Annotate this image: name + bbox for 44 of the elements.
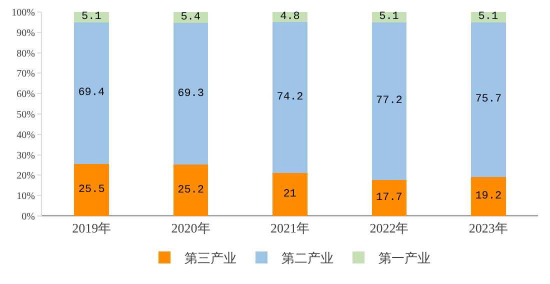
x-tick-label: 2019年	[72, 220, 112, 236]
data-label: 5.1	[478, 11, 498, 24]
y-tick-label: 100%	[12, 8, 35, 18]
data-label: 74.2	[276, 91, 304, 104]
bar	[173, 23, 208, 165]
x-tick-label: 2021年	[270, 220, 310, 236]
bar	[372, 22, 407, 180]
data-label: 21	[283, 188, 297, 201]
bar	[272, 22, 308, 174]
x-tick-label: 2022年	[370, 220, 409, 236]
data-label: 69.3	[178, 88, 204, 100]
data-label: 69.4	[78, 87, 105, 100]
y-tick-label: 20%	[16, 170, 35, 182]
bar	[74, 22, 109, 164]
bar	[272, 173, 308, 216]
data-label: 5.4	[180, 12, 201, 24]
data-label: 25.5	[78, 184, 105, 196]
x-tick-label: 2020年	[171, 220, 210, 236]
data-label: 17.7	[376, 192, 402, 204]
legend-label: 第二产业	[282, 252, 334, 267]
data-label: 4.8	[280, 10, 300, 23]
data-label: 77.2	[376, 95, 402, 108]
y-tick-label: 60%	[16, 89, 35, 100]
y-tick-label: 40%	[16, 130, 35, 141]
data-label: 75.7	[475, 94, 502, 106]
y-tick-label: 80%	[16, 48, 35, 60]
x-tick-label: 2023年	[468, 220, 508, 236]
legend-label: 第三产业	[184, 252, 236, 267]
y-tick-label: 10%	[16, 191, 35, 202]
bar	[74, 164, 109, 216]
y-tick-label: 50%	[16, 110, 35, 120]
bar	[372, 180, 407, 216]
data-label: 5.1	[379, 11, 400, 24]
y-tick-label: 90%	[16, 28, 35, 39]
y-tick-label: 30%	[16, 150, 35, 162]
data-label: 25.2	[178, 184, 204, 196]
bar	[173, 164, 208, 216]
y-tick-label: 0%	[22, 212, 35, 222]
y-tick-label: 70%	[16, 68, 35, 80]
legend-label: 第一产业	[378, 252, 430, 267]
bar	[471, 22, 506, 177]
data-label: 5.1	[82, 11, 102, 24]
bar	[471, 176, 506, 216]
data-label: 19.2	[475, 190, 502, 202]
